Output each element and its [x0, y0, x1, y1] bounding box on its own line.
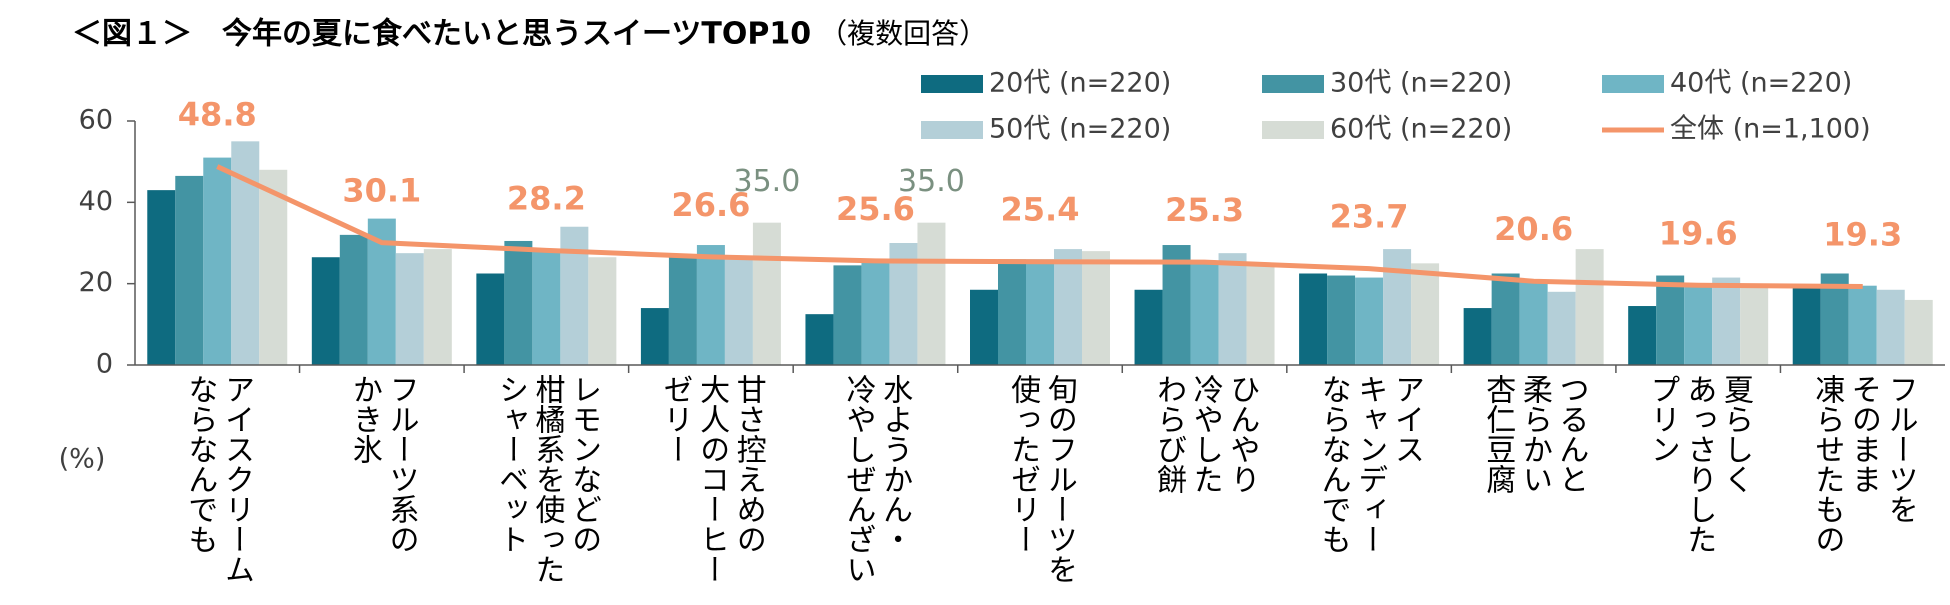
bar [560, 226, 589, 365]
bar [423, 249, 452, 365]
bar [1547, 291, 1576, 365]
bar [752, 222, 781, 365]
bar [1519, 279, 1548, 365]
bar [1162, 245, 1191, 365]
x-tick-label: 旬のフルーツを 使ったゼリー [1005, 374, 1077, 584]
bar [696, 245, 725, 365]
line [216, 164, 1863, 290]
bar [1383, 249, 1412, 365]
x-tick-label: つるんと 柔らかい 杏仁豆腐 [1480, 374, 1589, 494]
legend-label: 60代 (n=220) [1330, 114, 1512, 145]
bar [1575, 249, 1604, 365]
bar [1246, 263, 1275, 365]
legend-swatch [921, 75, 983, 93]
bar [504, 240, 533, 365]
legend-swatch [1602, 75, 1664, 93]
bar [1740, 285, 1769, 365]
bar [1218, 253, 1247, 365]
y-tick-label: 20 [79, 267, 113, 298]
x-tick-label: 甘さ控えめの 大人のコーヒー ゼリー [657, 374, 766, 584]
bar [1491, 273, 1520, 365]
bar [476, 273, 505, 365]
line-value-label: 26.6 [671, 186, 750, 224]
bar [395, 253, 424, 365]
x-tick-label: 夏らしく あっさりした プリン [1644, 374, 1753, 554]
bar [1190, 261, 1219, 365]
bar [1082, 251, 1110, 365]
bar [1026, 259, 1054, 365]
line-value-label: 20.6 [1494, 210, 1573, 248]
line-value-label: 48.8 [178, 96, 257, 134]
bar [259, 169, 288, 365]
line-value-label: 28.2 [507, 179, 586, 217]
bar-value-label: 35.0 [898, 164, 965, 199]
line-value-label: 30.1 [342, 172, 421, 210]
line-value-label: 19.3 [1823, 216, 1902, 254]
bar [1628, 306, 1657, 365]
bar [1904, 299, 1933, 365]
x-tick-label: ひんやり 冷やした わらび餅 [1151, 374, 1260, 494]
line-value-label: 25.4 [1001, 191, 1080, 229]
legend-swatch [921, 121, 983, 139]
bar [532, 251, 561, 365]
bar [724, 257, 753, 365]
bar [1684, 285, 1713, 365]
bar [833, 265, 862, 365]
bar [311, 257, 340, 365]
y-tick-label: 40 [79, 186, 113, 217]
bar [805, 314, 834, 365]
bar [1134, 289, 1163, 365]
x-tick-label: アイス キャンディー ならなんでも [1315, 374, 1424, 554]
x-tick-label: 水ようかん・ 冷やしぜんざい [840, 374, 913, 584]
x-tick-label: レモンなどの 柑橘系を使った シャーベット [492, 374, 602, 584]
legend-swatch [1262, 75, 1324, 93]
x-tick-label: フルーツ系の かき氷 [346, 374, 419, 554]
bar [147, 190, 176, 365]
bar [917, 222, 946, 365]
bar [640, 308, 669, 365]
legend-label: 30代 (n=220) [1330, 68, 1512, 99]
bar [1463, 308, 1492, 365]
legend-label: 20代 (n=220) [989, 68, 1171, 99]
line-value-label: 25.6 [836, 190, 915, 228]
bar [1327, 275, 1356, 365]
bar [998, 259, 1026, 365]
legend-label: 40代 (n=220) [1670, 68, 1852, 99]
bar [1355, 277, 1384, 365]
bar [1054, 249, 1082, 365]
line-value-label: 25.3 [1165, 191, 1244, 229]
chart-subtitle: （複数回答） [819, 17, 987, 50]
bar [203, 157, 232, 365]
line-value-label: 23.7 [1330, 198, 1409, 236]
x-tick-label: フルーツを そのまま 凍らせたもの [1809, 374, 1918, 554]
legend-label: 50代 (n=220) [989, 114, 1171, 145]
bar-value-label: 35.0 [734, 164, 801, 199]
bar [1876, 289, 1905, 365]
bar [1411, 263, 1440, 365]
chart-title: ＜図１＞ 今年の夏に食べたいと思うスイーツTOP10 [72, 17, 811, 52]
bar [668, 257, 697, 365]
y-tick-label: 60 [79, 105, 113, 136]
y-axis-label: (%) [59, 444, 106, 475]
y-tick-label: 0 [96, 349, 113, 380]
line-value-label: 19.6 [1659, 214, 1738, 252]
bar [175, 175, 204, 365]
bar [1712, 277, 1741, 365]
bar [1299, 273, 1328, 365]
x-tick-label: アイスクリーム ならなんでも [182, 374, 254, 584]
bar [970, 289, 998, 365]
bar [1792, 285, 1821, 365]
bar [339, 234, 368, 365]
legend-swatch [1262, 121, 1324, 139]
legend-label: 全体 (n=1,100) [1670, 114, 1871, 145]
bar [1848, 285, 1877, 365]
bar [1656, 275, 1685, 365]
bar [588, 257, 617, 365]
bar [861, 259, 890, 365]
